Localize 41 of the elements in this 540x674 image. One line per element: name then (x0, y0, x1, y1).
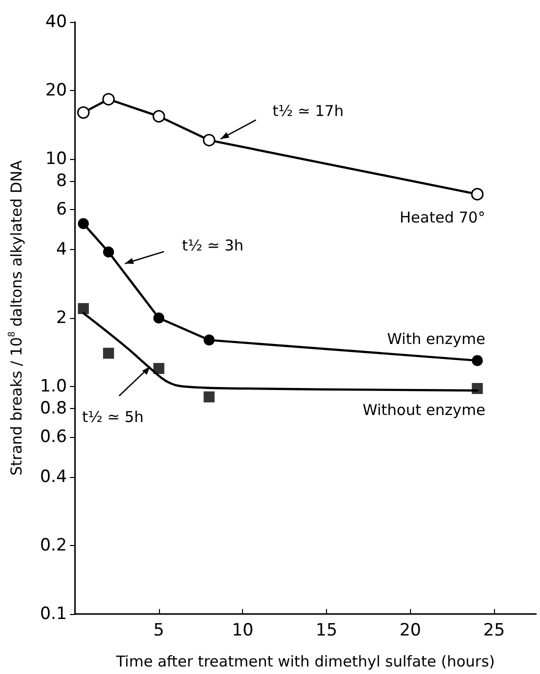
y-tick-label: 2 (56, 308, 67, 328)
point (153, 312, 164, 324)
x-axis-title: Time after treatment with dimethyl sulfate (hours) (115, 652, 495, 670)
point (77, 106, 90, 119)
point (472, 355, 483, 366)
x-tick-label: 5 (153, 620, 164, 640)
x-tick-label: 10 (232, 620, 254, 640)
point (103, 348, 114, 359)
annotation: t½ ≃ 3h (182, 236, 244, 255)
y-tick-label: 8 (56, 171, 67, 192)
annotation: t½ ≃ 5h (82, 408, 144, 426)
point (202, 134, 216, 146)
y-tick-label: 0.4 (40, 467, 67, 488)
point (472, 382, 483, 394)
x-tick-label: 25 (483, 620, 505, 640)
series-label: With enzyme (387, 330, 486, 348)
point (204, 391, 215, 402)
point (153, 362, 164, 374)
y-tick-label: 6 (56, 199, 67, 220)
point (103, 246, 114, 258)
x-tick-label: 15 (316, 620, 338, 640)
point (78, 303, 89, 314)
point (102, 93, 115, 106)
annotation: t½ ≃ 17h (272, 102, 344, 120)
y-tick-label: 40 (45, 12, 67, 32)
y-tick-label: 10 (45, 148, 67, 169)
y-tick-label: 20 (45, 80, 67, 100)
y-tick-label: 0.2 (40, 536, 67, 556)
point (152, 110, 166, 123)
series-label: Without enzyme (362, 400, 486, 419)
series-label: Heated 70° (400, 208, 486, 227)
point (78, 218, 89, 230)
y-tick-label: 0.8 (40, 398, 67, 419)
y-tick-label: 0.1 (40, 604, 67, 624)
y-tick-label: 1.0 (40, 376, 67, 396)
point (471, 188, 484, 200)
x-tick-label: 20 (399, 620, 422, 640)
y-tick-label: 4 (56, 240, 67, 260)
y-tick-label: 0.6 (40, 426, 67, 447)
point (204, 334, 215, 346)
y-axis-title: Strand breaks / 108 daltons alkylated DNA (8, 160, 26, 476)
